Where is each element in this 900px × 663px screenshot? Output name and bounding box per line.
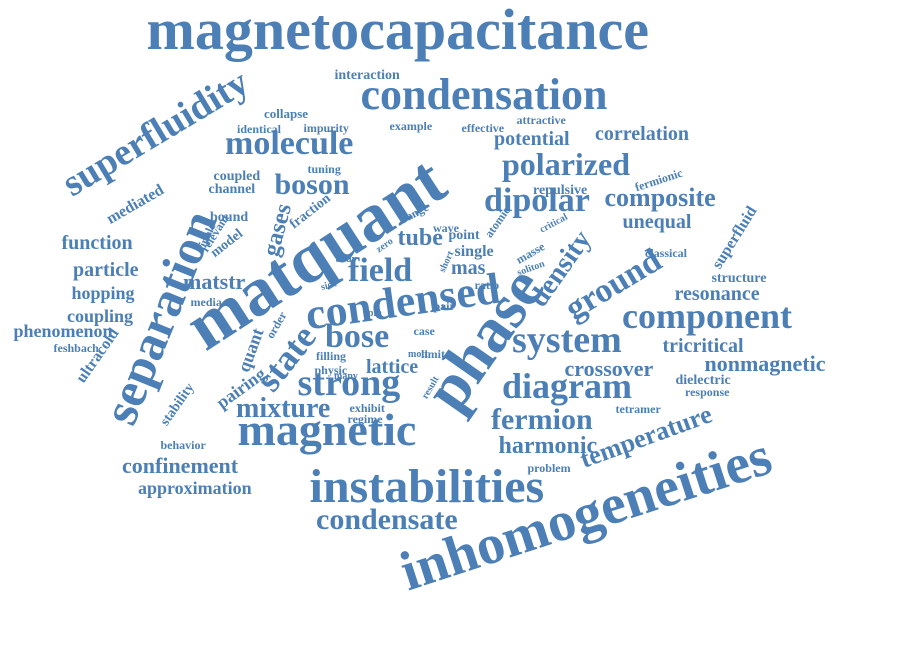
- cloud-word-channel: channel: [208, 182, 256, 197]
- cloud-word-stability: stability: [157, 380, 198, 429]
- cloud-word-nonmagnetic: nonmagnetic: [704, 351, 826, 376]
- cloud-word-diagram: diagram: [502, 366, 632, 406]
- cloud-word-magnetocapacitance: magnetocapacitance: [146, 0, 650, 62]
- cloud-word-repulsive: repulsive: [533, 183, 588, 198]
- cloud-word-mixture: mixture: [236, 393, 331, 424]
- cloud-word-condensate: condensate: [316, 503, 458, 536]
- cloud-word-molecule: molecule: [225, 125, 354, 162]
- cloud-word-tricritical: tricritical: [662, 335, 744, 357]
- cloud-word-many: many: [334, 371, 358, 382]
- cloud-word-body: body: [335, 254, 357, 265]
- cloud-word-superfluid: superfluid: [708, 203, 761, 273]
- cloud-word-bound: bound: [210, 210, 249, 225]
- cloud-word-condensation: condensation: [360, 70, 608, 119]
- cloud-word-media: media: [190, 295, 222, 309]
- cloud-word-dielectric: dielectric: [675, 373, 731, 388]
- cloud-word-tetramer: tetramer: [615, 402, 661, 416]
- cloud-word-identical: identical: [237, 122, 281, 136]
- cloud-word-fermion: fermion: [491, 403, 593, 436]
- cloud-word-problem: problem: [527, 461, 571, 475]
- cloud-word-matstr: matstr: [183, 269, 246, 294]
- cloud-word-confinement: confinement: [122, 453, 239, 478]
- cloud-word-impurity: impurity: [303, 121, 349, 135]
- cloud-word-bose: bose: [325, 318, 390, 355]
- cloud-word-coupling: coupling: [67, 306, 134, 326]
- cloud-word-tuning: tuning: [307, 162, 341, 176]
- cloud-word-strong: strong: [297, 362, 401, 404]
- cloud-word-pair: pair: [433, 299, 455, 313]
- cloud-word-system: system: [512, 319, 622, 361]
- cloud-word-spin: spin: [364, 308, 382, 319]
- cloud-word-feshbach: feshbach: [53, 341, 99, 355]
- cloud-word-lattice: lattice: [366, 356, 419, 378]
- cloud-word-classical: classical: [645, 246, 687, 260]
- cloud-word-component: component: [622, 296, 792, 336]
- cloud-word-effective: effective: [461, 121, 505, 135]
- cloud-word-instabilities: instabilities: [309, 460, 545, 513]
- cloud-word-mediated: mediated: [103, 181, 167, 228]
- cloud-word-potential: potential: [494, 128, 570, 150]
- cloud-word-polarized: polarized: [502, 146, 630, 182]
- cloud-word-filling: filling: [316, 349, 347, 363]
- cloud-word-interaction: interaction: [334, 68, 400, 83]
- cloud-word-response: response: [685, 385, 730, 399]
- cloud-word-boson: boson: [274, 168, 350, 201]
- cloud-word-correlation: correlation: [595, 123, 690, 145]
- cloud-word-example: example: [389, 119, 433, 133]
- cloud-word-case: case: [413, 324, 435, 338]
- cloud-word-limit: limit: [421, 347, 445, 361]
- cloud-word-collapse: collapse: [264, 105, 309, 121]
- cloud-word-ratio: ratio: [474, 278, 500, 292]
- cloud-word-structure: structure: [711, 271, 767, 286]
- cloud-word-resonance: resonance: [674, 283, 760, 305]
- cloud-word-magnetic: magnetic: [237, 404, 417, 455]
- cloud-word-unequal: unequal: [622, 211, 692, 233]
- cloud-word-mas: mas: [451, 257, 486, 279]
- cloud-word-function: function: [61, 232, 133, 254]
- cloud-word-physic: physic: [314, 363, 348, 377]
- cloud-word-attractive: attractive: [516, 113, 566, 127]
- cloud-word-wave: wave: [433, 221, 459, 235]
- cloud-word-exhibit: exhibit: [349, 401, 385, 415]
- cloud-word-single: single: [454, 243, 494, 260]
- cloud-word-tube: tube: [397, 225, 443, 251]
- cloud-word-coupled: coupled: [213, 169, 261, 184]
- cloud-word-crossover: crossover: [564, 356, 654, 381]
- cloud-word-behavior: behavior: [160, 438, 206, 452]
- cloud-word-approximation: approximation: [138, 478, 252, 498]
- cloud-word-regime: regime: [347, 412, 383, 426]
- cloud-word-particle: particle: [73, 259, 139, 281]
- cloud-word-field: field: [348, 252, 413, 289]
- cloud-word-hopping: hopping: [71, 283, 135, 303]
- cloud-word-phenomenon: phenomenon: [13, 321, 113, 341]
- cloud-word-dipolar: dipolar: [484, 182, 590, 219]
- cloud-word-mott: mott: [408, 349, 428, 360]
- cloud-word-point: point: [448, 228, 480, 243]
- cloud-word-harmonic: harmonic: [498, 433, 598, 459]
- cloud-word-composite: composite: [604, 183, 716, 212]
